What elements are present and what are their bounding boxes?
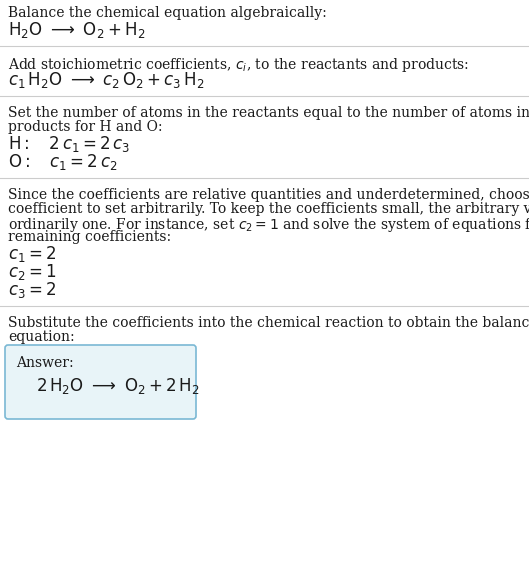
Text: $c_2 = 1$: $c_2 = 1$ bbox=[8, 262, 57, 282]
Text: $\mathrm{H{:}}\ \ \ 2\,c_1 = 2\,c_3$: $\mathrm{H{:}}\ \ \ 2\,c_1 = 2\,c_3$ bbox=[8, 134, 131, 154]
Text: Answer:: Answer: bbox=[16, 356, 74, 370]
Text: $2\,\mathrm{H_2O}\ \longrightarrow\ \mathrm{O_2} + 2\,\mathrm{H_2}$: $2\,\mathrm{H_2O}\ \longrightarrow\ \mat… bbox=[36, 376, 200, 396]
Text: $c_1 = 2$: $c_1 = 2$ bbox=[8, 244, 57, 264]
Text: ordinarily one. For instance, set $c_2 = 1$ and solve the system of equations fo: ordinarily one. For instance, set $c_2 =… bbox=[8, 216, 529, 234]
FancyBboxPatch shape bbox=[5, 345, 196, 419]
Text: $\mathrm{O{:}}\ \ \ c_1 = 2\,c_2$: $\mathrm{O{:}}\ \ \ c_1 = 2\,c_2$ bbox=[8, 152, 117, 172]
Text: Add stoichiometric coefficients, $c_i$, to the reactants and products:: Add stoichiometric coefficients, $c_i$, … bbox=[8, 56, 469, 74]
Text: Balance the chemical equation algebraically:: Balance the chemical equation algebraica… bbox=[8, 6, 327, 20]
Text: $\mathrm{H_2O}\ \longrightarrow\ \mathrm{O_2} + \mathrm{H_2}$: $\mathrm{H_2O}\ \longrightarrow\ \mathrm… bbox=[8, 20, 145, 40]
Text: equation:: equation: bbox=[8, 330, 75, 344]
Text: Since the coefficients are relative quantities and underdetermined, choose a: Since the coefficients are relative quan… bbox=[8, 188, 529, 202]
Text: remaining coefficients:: remaining coefficients: bbox=[8, 230, 171, 244]
Text: coefficient to set arbitrarily. To keep the coefficients small, the arbitrary va: coefficient to set arbitrarily. To keep … bbox=[8, 202, 529, 216]
Text: Substitute the coefficients into the chemical reaction to obtain the balanced: Substitute the coefficients into the che… bbox=[8, 316, 529, 330]
Text: $c_1\,\mathrm{H_2O}\ \longrightarrow\ c_2\,\mathrm{O_2} + c_3\,\mathrm{H_2}$: $c_1\,\mathrm{H_2O}\ \longrightarrow\ c_… bbox=[8, 70, 205, 90]
Text: $c_3 = 2$: $c_3 = 2$ bbox=[8, 280, 57, 300]
Text: Set the number of atoms in the reactants equal to the number of atoms in the: Set the number of atoms in the reactants… bbox=[8, 106, 529, 120]
Text: products for H and O:: products for H and O: bbox=[8, 120, 162, 134]
